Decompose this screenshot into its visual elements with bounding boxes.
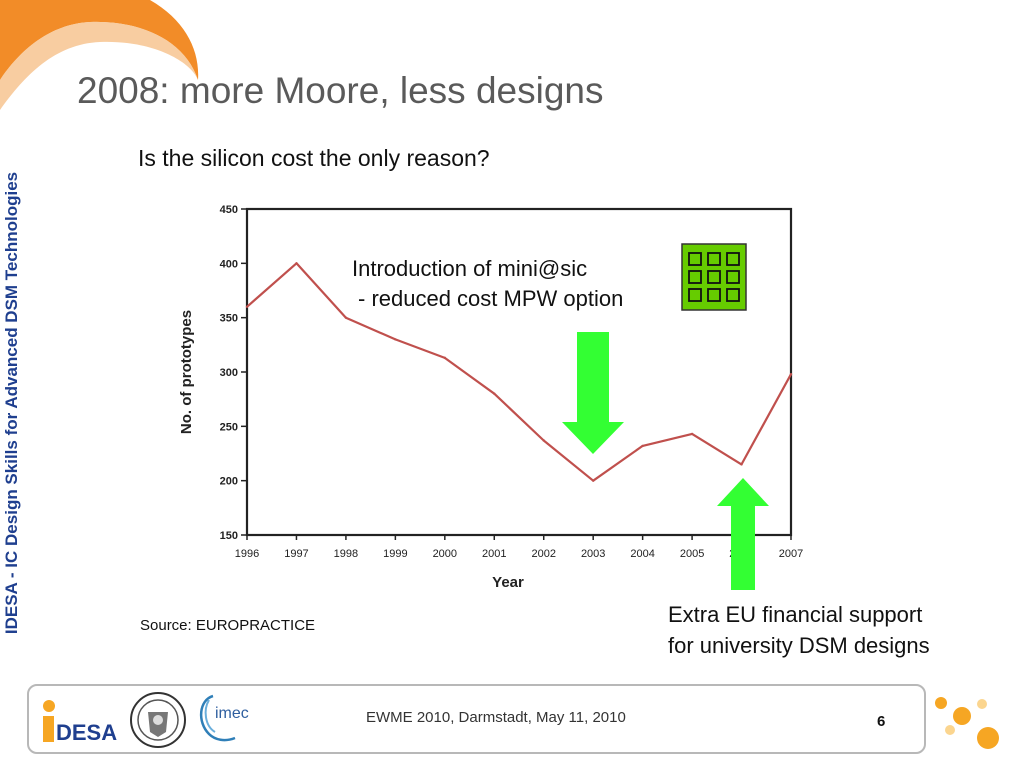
footer-event-text: EWME 2010, Darmstadt, May 11, 2010 xyxy=(366,709,626,726)
eu-support-annotation-line1: Extra EU financial support xyxy=(668,602,923,627)
x-tick-label: 2002 xyxy=(531,548,555,560)
data-point xyxy=(690,432,694,436)
y-axis-label: No. of prototypes xyxy=(178,310,195,434)
university-seal-logo xyxy=(130,692,186,748)
y-tick-label: 300 xyxy=(220,367,238,379)
decorative-dots xyxy=(935,697,999,749)
mini-asic-annotation-line2: - reduced cost MPW option xyxy=(358,286,624,311)
x-tick-label: 2001 xyxy=(482,548,506,560)
data-point xyxy=(740,463,743,466)
x-tick-label: 2007 xyxy=(779,548,803,560)
page-title: 2008: more Moore, less designs xyxy=(77,70,604,111)
y-tick-label: 350 xyxy=(220,313,238,325)
x-tick-label: 2003 xyxy=(581,548,605,560)
data-point xyxy=(542,439,545,442)
series-line xyxy=(246,262,792,482)
imec-logo: imec xyxy=(200,694,249,742)
data-point xyxy=(295,262,298,265)
data-point xyxy=(443,356,447,360)
data-point xyxy=(641,444,644,448)
x-tick-label: 1999 xyxy=(383,548,407,560)
chip-grid-icon xyxy=(681,243,747,311)
y-tick-label: 200 xyxy=(220,476,238,488)
x-tick-label: 1996 xyxy=(235,548,259,560)
corner-swoosh-decoration xyxy=(0,0,199,110)
x-tick-label: 2000 xyxy=(433,548,457,560)
data-point xyxy=(245,305,249,308)
arrow-down-icon xyxy=(562,332,624,454)
data-point xyxy=(591,479,595,482)
x-axis-label: Year xyxy=(492,574,524,591)
source-note: Source: EUROPRACTICE xyxy=(140,617,316,634)
y-tick-label: 450 xyxy=(220,204,238,216)
y-tick-label: 400 xyxy=(220,258,238,270)
x-tick-label: 2005 xyxy=(680,548,704,560)
x-tick-label: 1997 xyxy=(284,548,308,560)
y-tick-label: 250 xyxy=(220,421,238,433)
data-point xyxy=(344,316,348,319)
arrow-up-icon xyxy=(717,478,769,590)
subtitle: Is the silicon cost the only reason? xyxy=(138,145,490,171)
imec-logo-text: imec xyxy=(215,705,249,722)
y-tick-label: 150 xyxy=(220,530,238,542)
data-point xyxy=(394,338,397,341)
eu-support-annotation-line2: for university DSM designs xyxy=(668,633,930,658)
svg-text:DESA: DESA xyxy=(56,720,117,745)
side-label: IDESA - IC Design Skills for Advanced DS… xyxy=(2,171,21,635)
data-point xyxy=(493,392,496,395)
data-point xyxy=(789,372,793,376)
x-tick-label: 2004 xyxy=(630,548,654,560)
idesa-logo: DESA xyxy=(43,700,117,745)
x-tick-label: 1998 xyxy=(334,548,358,560)
page-number: 6 xyxy=(877,713,886,730)
mini-asic-annotation-line1: Introduction of mini@sic xyxy=(352,256,588,281)
